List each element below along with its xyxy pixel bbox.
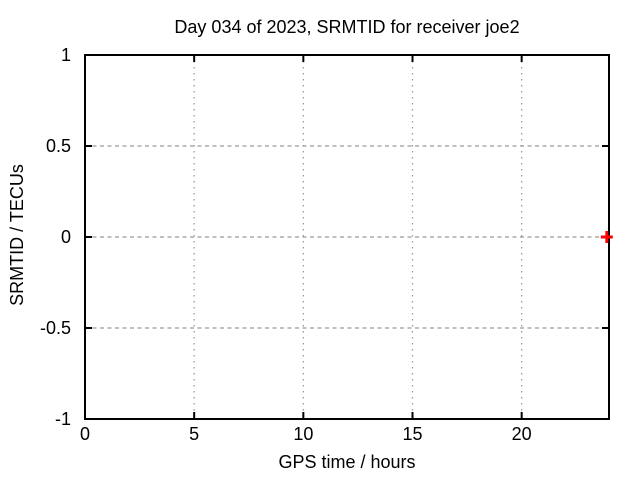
x-tick-label: 20 <box>512 424 532 444</box>
x-tick-label: 0 <box>80 424 90 444</box>
x-tick-label: 15 <box>402 424 422 444</box>
chart-title: Day 034 of 2023, SRMTID for receiver joe… <box>174 17 520 37</box>
x-tick-label: 10 <box>293 424 313 444</box>
y-tick-label: -1 <box>55 409 71 429</box>
y-tick-label: -0.5 <box>40 318 71 338</box>
y-tick-label: 0 <box>61 227 71 247</box>
x-tick-label: 5 <box>189 424 199 444</box>
y-tick-label: 1 <box>61 45 71 65</box>
y-tick-label: 0.5 <box>46 136 71 156</box>
x-axis-title: GPS time / hours <box>278 452 416 472</box>
